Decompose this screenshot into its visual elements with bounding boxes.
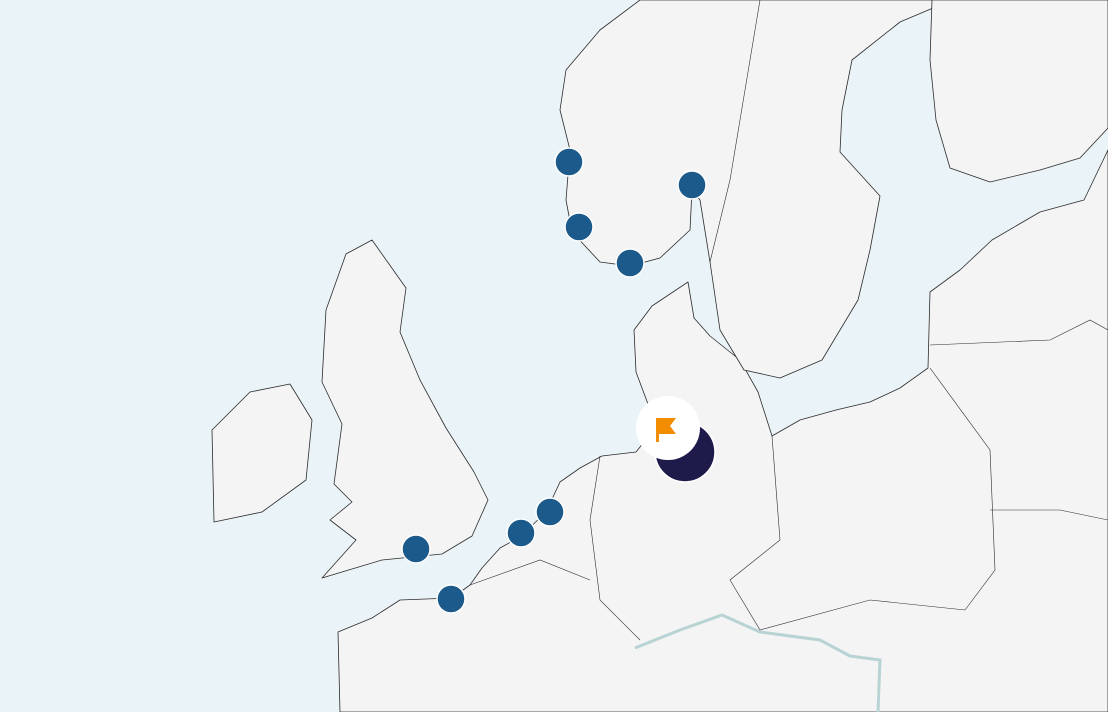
port-marker[interactable]: [677, 170, 707, 200]
port-marker[interactable]: [564, 212, 594, 242]
continent: [337, 149, 1108, 712]
border: [929, 319, 1108, 346]
finland: [929, 0, 1108, 183]
great-britain: [321, 239, 489, 579]
border: [589, 455, 641, 641]
port-marker[interactable]: [554, 147, 584, 177]
port-marker[interactable]: [615, 248, 645, 278]
border: [729, 435, 966, 631]
port-marker[interactable]: [535, 497, 565, 527]
port-marker[interactable]: [506, 518, 536, 548]
border: [709, 0, 761, 263]
scandinavia: [559, 0, 953, 379]
flag-icon: [656, 418, 676, 442]
border: [469, 559, 591, 586]
ireland: [211, 383, 313, 523]
border: [990, 509, 1108, 521]
port-marker[interactable]: [401, 534, 431, 564]
port-marker[interactable]: [436, 584, 466, 614]
river: [634, 613, 882, 712]
